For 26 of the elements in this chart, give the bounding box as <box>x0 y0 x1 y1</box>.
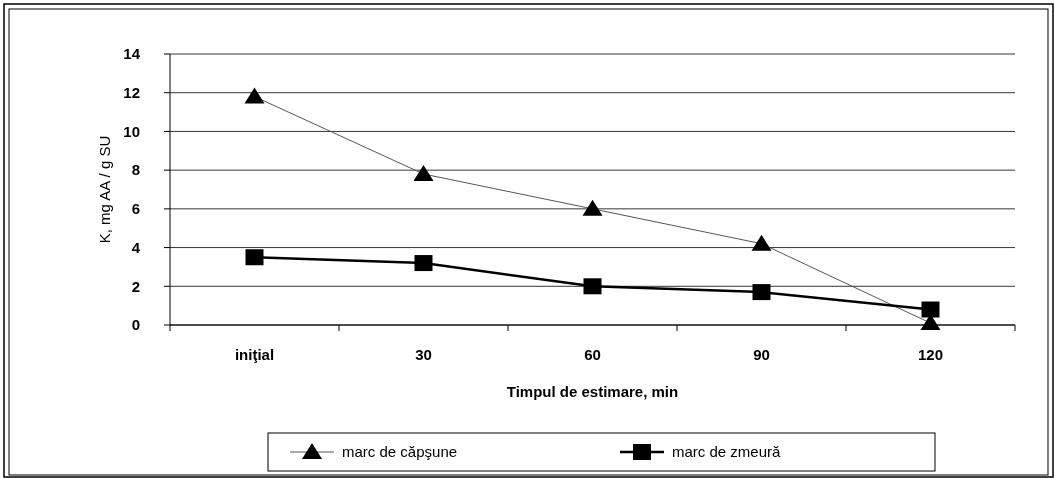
y-tick-label: 2 <box>131 277 140 295</box>
point <box>752 284 771 301</box>
point <box>583 278 602 295</box>
legend-label: marc de zmeură <box>672 443 782 461</box>
x-tick-label: 30 <box>415 346 432 363</box>
point <box>244 87 265 104</box>
point <box>751 234 772 251</box>
y-tick-label: 14 <box>123 45 141 63</box>
point <box>921 301 940 318</box>
x-tick-label: 120 <box>917 346 944 363</box>
legend-label: marc de căpşune <box>342 443 458 461</box>
y-tick-label: 12 <box>123 83 140 101</box>
y-tick-label: 6 <box>131 200 140 218</box>
point <box>414 255 433 272</box>
y-tick-label: 0 <box>131 316 140 334</box>
x-axis-title: Timpul de estimare, min <box>506 383 679 400</box>
point <box>582 199 603 216</box>
y-tick-label: 4 <box>131 238 141 256</box>
x-tick-label: 90 <box>753 346 770 363</box>
point <box>245 249 264 266</box>
point <box>413 165 434 182</box>
x-tick-label: iniţial <box>234 346 275 363</box>
x-tick-label: 60 <box>584 346 601 363</box>
y-tick-label: 10 <box>123 122 140 140</box>
y-axis-title: K, mg AA / g SU <box>96 135 113 244</box>
y-tick-label: 8 <box>131 161 140 179</box>
